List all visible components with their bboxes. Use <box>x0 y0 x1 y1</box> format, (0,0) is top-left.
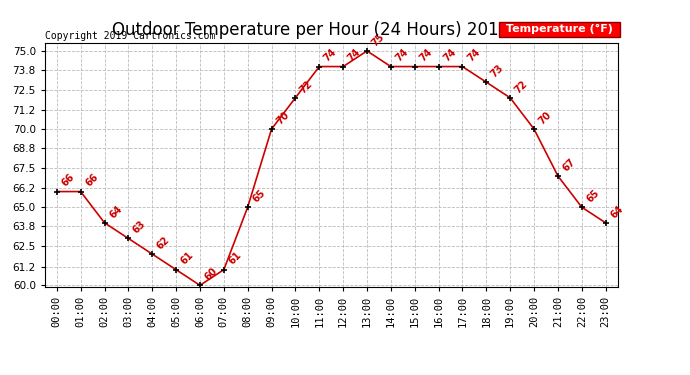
Text: 60: 60 <box>203 266 219 282</box>
Text: 72: 72 <box>298 78 315 95</box>
Text: 74: 74 <box>346 47 362 64</box>
Text: 64: 64 <box>107 203 124 220</box>
Text: 64: 64 <box>609 203 625 220</box>
Text: 65: 65 <box>250 188 267 204</box>
Text: 74: 74 <box>322 47 339 64</box>
Text: 73: 73 <box>489 63 506 80</box>
Text: 65: 65 <box>584 188 601 204</box>
Text: Copyright 2019 Cartronics.com: Copyright 2019 Cartronics.com <box>45 31 215 41</box>
Text: 74: 74 <box>393 47 411 64</box>
Text: 61: 61 <box>226 250 243 267</box>
Text: 66: 66 <box>83 172 100 189</box>
Title: Outdoor Temperature per Hour (24 Hours) 20190815: Outdoor Temperature per Hour (24 Hours) … <box>112 21 551 39</box>
Text: 72: 72 <box>513 78 529 95</box>
Text: 63: 63 <box>131 219 148 236</box>
Text: Temperature (°F): Temperature (°F) <box>502 24 617 34</box>
Text: 62: 62 <box>155 235 172 251</box>
Text: 70: 70 <box>537 110 553 126</box>
Text: 61: 61 <box>179 250 195 267</box>
Text: 70: 70 <box>275 110 291 126</box>
Text: 67: 67 <box>561 156 578 173</box>
Text: 66: 66 <box>59 172 76 189</box>
Text: 74: 74 <box>417 47 434 64</box>
Text: 75: 75 <box>370 32 386 48</box>
Text: 74: 74 <box>465 47 482 64</box>
Text: 74: 74 <box>442 47 458 64</box>
